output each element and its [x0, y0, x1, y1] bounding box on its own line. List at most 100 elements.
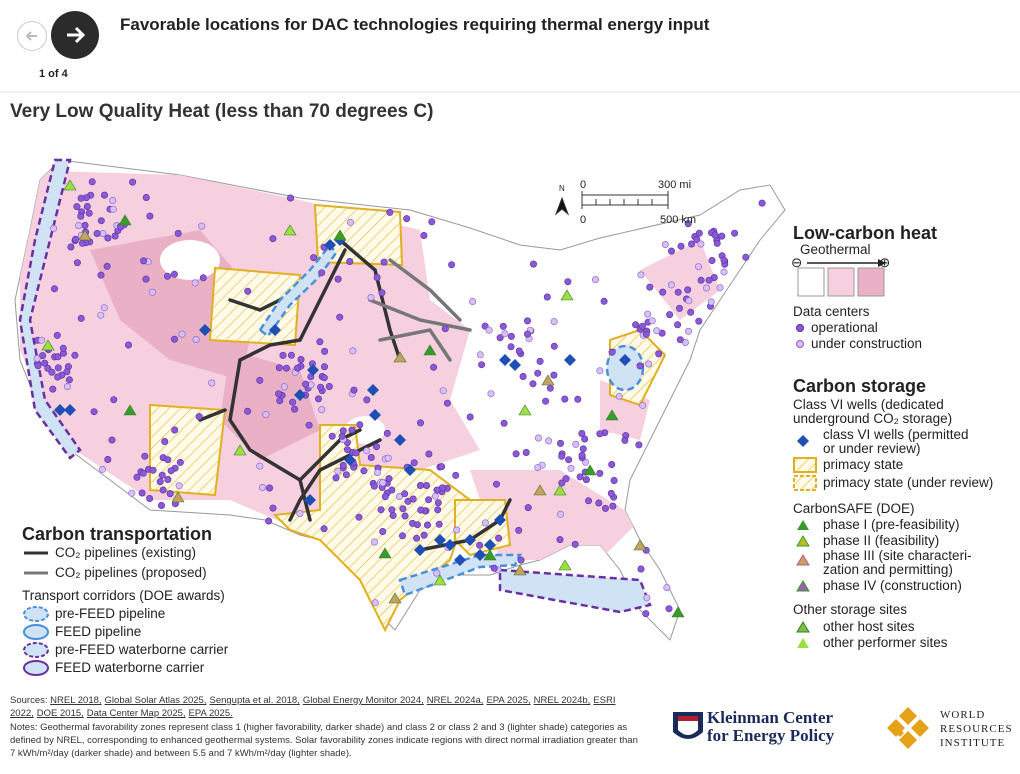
data-center	[146, 494, 154, 502]
storage-site	[518, 404, 532, 416]
source-link[interactable]: Global Energy Monitor 2024,	[302, 695, 424, 706]
data-center	[208, 379, 216, 387]
data-center	[519, 372, 527, 380]
source-link[interactable]: NREL 2018,	[50, 695, 102, 706]
back-button[interactable]	[17, 21, 47, 51]
data-center	[318, 269, 326, 277]
data-center	[352, 449, 360, 457]
data-center	[561, 395, 569, 403]
data-center	[499, 322, 507, 330]
next-button[interactable]	[51, 11, 99, 59]
logo-text: WORLD	[940, 709, 986, 721]
data-center	[385, 475, 393, 483]
data-center	[501, 330, 509, 338]
class-vi-well	[454, 554, 466, 566]
data-center	[383, 429, 391, 437]
data-center	[638, 322, 646, 330]
data-center	[384, 454, 392, 462]
data-center	[582, 476, 590, 484]
data-center	[608, 348, 616, 356]
source-link[interactable]: NREL 2024a,	[426, 695, 484, 706]
data-center	[101, 191, 109, 199]
data-center	[595, 499, 603, 507]
data-center	[85, 209, 93, 217]
data-center	[433, 569, 441, 577]
data-center	[556, 536, 564, 544]
source-link[interactable]: Data Center Map 2025,	[86, 708, 186, 719]
data-center	[697, 276, 705, 284]
storage-site	[171, 491, 185, 503]
data-center	[621, 436, 629, 444]
source-link[interactable]: NREL 2024b,	[533, 695, 591, 706]
data-center	[550, 342, 558, 350]
data-center	[401, 490, 409, 498]
legend-label: other performer sites	[823, 635, 948, 650]
data-center	[515, 347, 523, 355]
data-center	[562, 475, 570, 483]
data-center	[195, 413, 203, 421]
legend-label: primacy state (under review)	[823, 475, 994, 490]
class-vi-well	[294, 389, 306, 401]
data-center	[75, 222, 83, 230]
legend-label: FEED pipeline	[55, 624, 142, 639]
data-center	[708, 256, 716, 264]
data-center	[403, 215, 411, 223]
data-center	[545, 437, 553, 445]
data-center	[139, 469, 147, 477]
scale-label: 300 mi	[658, 179, 692, 191]
data-center	[469, 297, 477, 305]
sources-label: Sources:	[10, 695, 48, 706]
storage-site	[393, 351, 407, 363]
data-center	[389, 511, 397, 519]
data-center	[83, 203, 91, 211]
data-center	[103, 262, 111, 270]
data-center	[97, 271, 105, 279]
data-center	[596, 469, 604, 477]
data-center	[434, 506, 442, 514]
source-link[interactable]: ESRI 2022,	[10, 695, 616, 719]
storage-site	[605, 409, 619, 421]
source-link[interactable]: EPA 2025.	[188, 708, 233, 719]
source-link[interactable]: DOE 2015,	[36, 708, 84, 719]
data-center	[164, 272, 172, 280]
source-link[interactable]: EPA 2025,	[486, 695, 531, 706]
scale-label: 500 km	[660, 214, 697, 226]
data-center	[48, 368, 56, 376]
legend-label: CO₂ pipelines (proposed)	[55, 565, 207, 580]
data-center	[378, 289, 386, 297]
data-center	[142, 275, 150, 283]
data-center	[596, 367, 604, 375]
data-center	[476, 351, 484, 359]
data-center	[439, 387, 447, 395]
data-center	[338, 432, 346, 440]
data-center	[54, 364, 62, 372]
data-center	[425, 496, 433, 504]
data-center	[438, 463, 446, 471]
source-link[interactable]: Global Solar Atlas 2025,	[104, 695, 207, 706]
data-center	[386, 208, 394, 216]
sources: Sources: NREL 2018, Global Solar Atlas 20…	[10, 694, 645, 720]
data-center	[142, 194, 150, 202]
data-center	[54, 353, 62, 361]
data-center	[320, 525, 328, 533]
storage-site	[378, 547, 392, 559]
data-center	[289, 398, 297, 406]
data-center	[666, 311, 674, 319]
data-center	[269, 235, 277, 243]
legend-label: operational	[811, 320, 878, 335]
data-center	[490, 564, 498, 572]
data-center	[466, 413, 474, 421]
data-center	[417, 506, 425, 514]
data-center	[542, 397, 550, 405]
class-vi-well	[367, 384, 379, 396]
data-center	[265, 517, 273, 525]
legend-label: phase III (site characteri-	[823, 548, 972, 563]
legend-label: Other storage sites	[793, 602, 908, 617]
source-link[interactable]: Sengupta et al. 2018,	[209, 695, 300, 706]
data-center	[360, 467, 368, 475]
data-center	[674, 321, 682, 329]
data-center	[355, 513, 363, 521]
storage-site	[41, 339, 55, 351]
class-vi-well	[344, 454, 356, 466]
data-center	[104, 234, 112, 242]
